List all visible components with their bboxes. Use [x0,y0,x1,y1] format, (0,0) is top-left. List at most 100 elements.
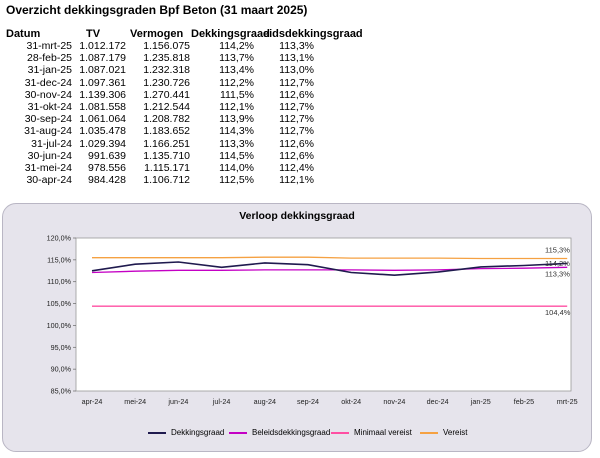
table-row: 31-mei-24 978.556 1.115.171 114,0% 112,4% [0,162,314,174]
header-datum[interactable]: Datum [6,28,41,40]
table-cell[interactable]: 30-apr-24 [26,174,72,187]
table-row: 31-jul-24 1.029.394 1.166.251 113,3% 112,6% [0,138,314,150]
table-cell[interactable]: 1.156.075 [143,40,190,53]
table-cell[interactable]: 113,0% [279,64,314,77]
header-dekkingsgraad[interactable]: Dekkingsgraad [191,28,270,40]
table-cell[interactable]: 1.230.726 [143,76,190,89]
x-tick-label: mrt-25 [557,397,578,406]
series-line-beleidsdekkingsgraad[interactable] [91,266,568,274]
table-cell[interactable]: 31-okt-24 [27,101,72,114]
y-tick-label: 105,0% [47,299,72,308]
table-cell[interactable]: 991.639 [88,149,126,162]
legend-item[interactable]: Vereist [420,428,467,437]
table-cell[interactable]: 1.081.558 [79,101,126,114]
table-cell[interactable]: 113,3% [279,40,314,53]
table-cell[interactable]: 31-jul-24 [31,137,72,150]
table-cell[interactable]: 113,1% [279,52,314,65]
data-table: 31-mrt-25 1.012.172 1.156.075 114,2% 113,3% 2… [0,40,314,186]
table-cell[interactable]: 30-jun-24 [27,149,72,162]
table-cell[interactable]: 984.428 [88,174,126,187]
table-cell[interactable]: 1.087.021 [79,64,126,77]
table-cell[interactable]: 31-aug-24 [24,125,72,138]
legend-swatch [331,431,349,434]
table-cell[interactable]: 1.106.712 [143,174,190,187]
table-cell[interactable]: 113,9% [219,113,254,126]
x-tick-label: feb-25 [514,397,534,406]
table-cell[interactable]: 31-jan-25 [27,64,72,77]
y-tick-label: 110,0% [47,277,71,286]
table-cell[interactable]: 112,2% [219,76,254,89]
table-cell[interactable]: 112,6% [279,88,314,101]
legend-swatch [229,431,247,434]
y-tick-label: 100,0% [47,321,72,330]
table-cell[interactable]: 30-nov-24 [24,88,72,101]
table-cell[interactable]: 978.556 [88,161,126,174]
y-tick-label: 90,0% [51,365,72,374]
y-tick-label: 115,0% [47,255,71,264]
table-cell[interactable]: 1.235.818 [143,52,190,65]
header-tv[interactable]: TV [86,28,101,40]
data-table-body: 31-mrt-25 1.012.172 1.156.075 114,2% 113,3% 2… [0,40,314,186]
x-tick-label: nov-24 [383,397,405,406]
table-cell[interactable]: 1.232.318 [143,64,190,77]
legend-item[interactable]: Beleidsdekkingsgraad [229,428,330,437]
table-cell[interactable]: 112,7% [279,113,314,126]
table-cell[interactable]: 112,7% [279,76,314,89]
table-cell[interactable]: 111,5% [219,88,254,101]
table-cell[interactable]: 112,1% [279,174,314,187]
table-cell[interactable]: 1.166.251 [143,137,190,150]
table-cell[interactable]: 112,1% [219,101,254,114]
table-cell[interactable]: 1.097.361 [79,76,126,89]
table-row: 28-feb-25 1.087.179 1.235.818 113,7% 113,1% [0,52,314,64]
header-beleidsdekkingsgraad[interactable]: eidsdekkingsgraad [263,28,363,40]
table-cell[interactable]: 1.061.064 [79,113,126,126]
data-label: 115,3% [545,246,570,255]
table-cell[interactable]: 1.012.172 [79,40,126,53]
table-cell[interactable]: 112,4% [279,161,314,174]
table-cell[interactable]: 1.270.441 [143,88,190,101]
table-cell[interactable]: 1.183.652 [143,125,190,138]
table-cell[interactable]: 112,7% [279,125,314,138]
table-cell[interactable]: 1.029.394 [79,137,126,150]
table-cell[interactable]: 1.139.306 [79,88,126,101]
y-tick-label: 95,0% [51,343,72,352]
table-row: 31-aug-24 1.035.478 1.183.652 114,3% 112,7% [0,125,314,137]
table-cell[interactable]: 112,7% [279,101,314,114]
table-cell[interactable]: 31-mei-24 [24,161,72,174]
table-cell[interactable]: 1.212.544 [143,101,190,114]
header-vermogen[interactable]: Vermogen [130,28,184,40]
table-cell[interactable]: 30-sep-24 [24,113,72,126]
series-line-vereist[interactable] [92,256,568,260]
table-cell[interactable]: 1.035.478 [79,125,126,138]
table-cell[interactable]: 1.087.179 [79,52,126,65]
table-cell[interactable]: 1.208.782 [143,113,190,126]
table-cell[interactable]: 114,3% [219,125,254,138]
table-cell[interactable]: 28-feb-25 [27,52,72,65]
chart-title: Verloop dekkingsgraad [239,210,355,222]
table-cell[interactable]: 113,7% [219,52,254,65]
x-tick-label: jan-25 [470,397,491,406]
table-cell[interactable]: 112,6% [279,149,314,162]
table-cell[interactable]: 31-mrt-25 [26,40,72,53]
legend-label: Vereist [443,428,468,437]
series-line-dekkingsgraad[interactable] [91,261,568,277]
legend-item[interactable]: Minimaal vereist [331,428,412,437]
data-label: 104,4% [545,308,571,317]
table-cell[interactable]: 31-dec-24 [24,76,72,89]
table-cell[interactable]: 1.115.171 [144,161,190,174]
legend-label: Dekkingsgraad [171,428,225,437]
table-cell[interactable]: 114,0% [219,161,254,174]
legend-item[interactable]: Dekkingsgraad [148,428,224,437]
table-row: 30-nov-24 1.139.306 1.270.441 111,5% 112,6% [0,89,314,101]
table-cell[interactable]: 114,2% [219,40,254,53]
table-cell[interactable]: 113,4% [219,64,254,77]
data-label: 113,3% [545,269,570,278]
table-cell[interactable]: 114,5% [219,149,254,162]
table-row: 31-dec-24 1.097.361 1.230.726 112,2% 112,7% [0,77,314,89]
table-cell[interactable]: 1.135.710 [143,149,190,162]
table-cell[interactable]: 112,5% [219,174,254,187]
table-cell[interactable]: 112,6% [279,137,314,150]
legend-label: Minimaal vereist [354,428,412,437]
table-cell[interactable]: 113,3% [219,137,254,150]
